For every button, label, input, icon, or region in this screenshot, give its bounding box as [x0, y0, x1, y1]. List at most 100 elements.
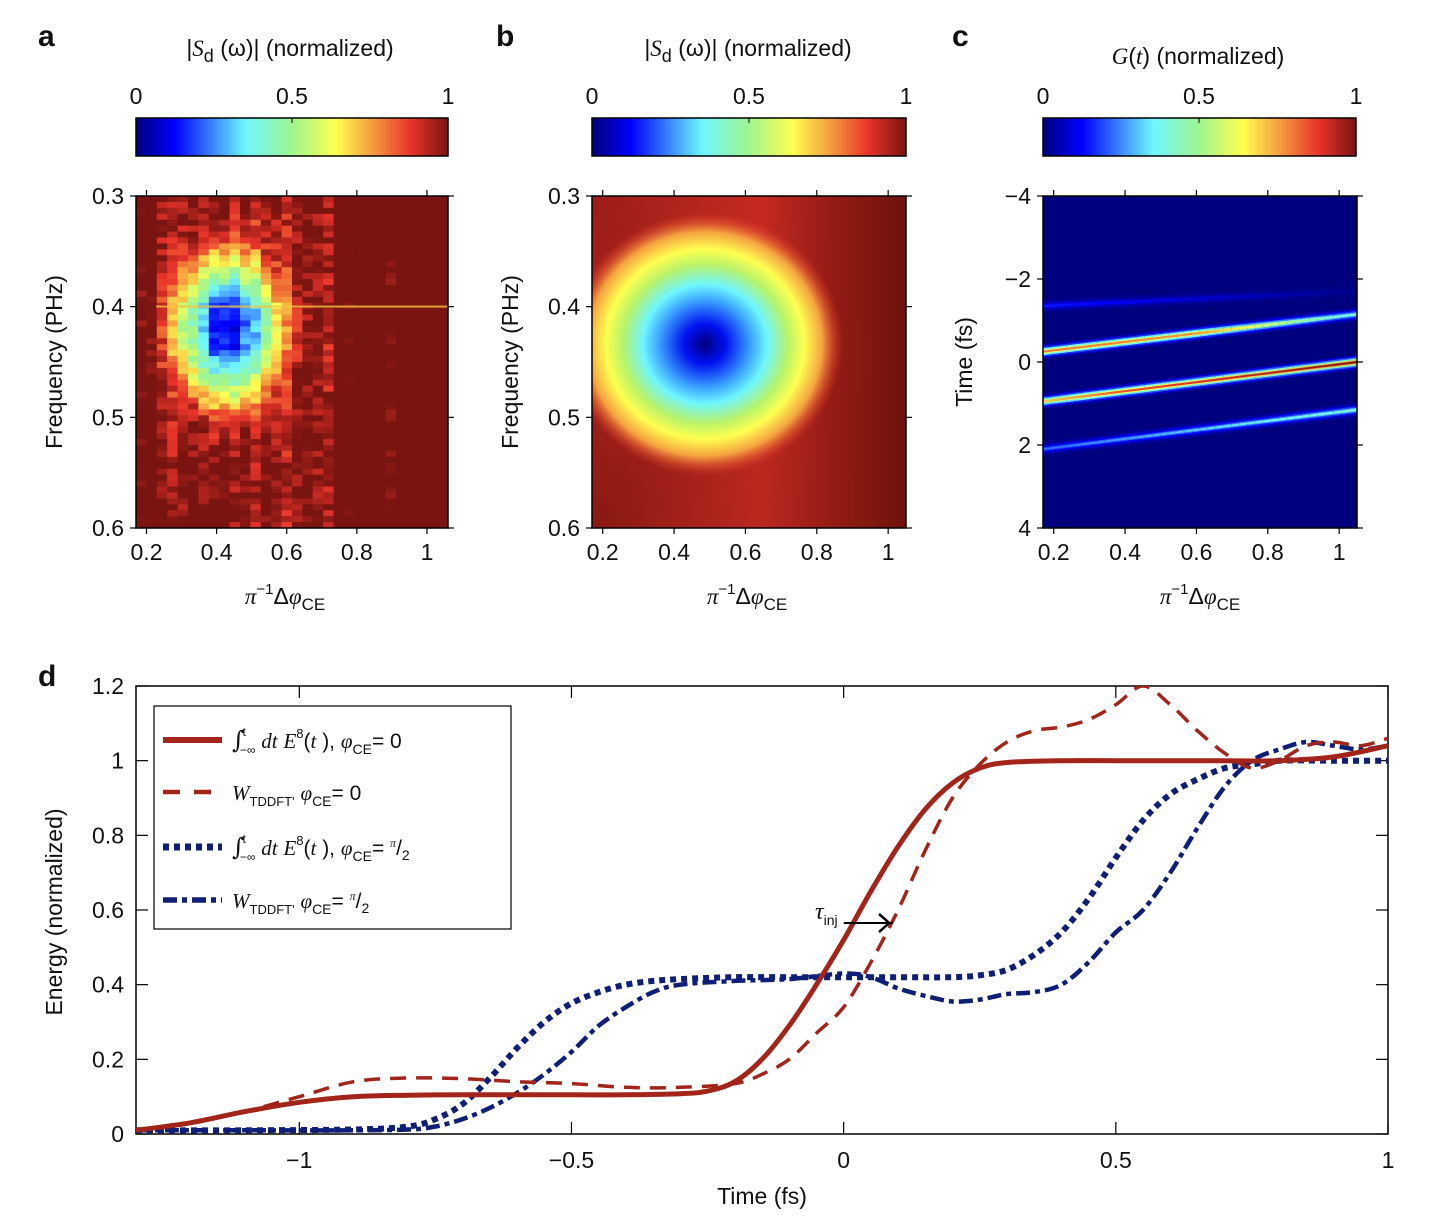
heatmap-cell [396, 356, 407, 363]
heatmap-band-segment [1246, 373, 1256, 377]
heatmap-cell [156, 397, 168, 405]
heatmap-cell [146, 213, 158, 221]
heatmap-cell [208, 255, 220, 262]
heatmap-cell [177, 284, 189, 292]
heatmap-cell [229, 367, 241, 375]
heatmap-cell [260, 267, 272, 274]
heatmap-cell [240, 433, 251, 440]
heatmap-cell [333, 356, 345, 363]
y-tick-label-b-3: 0.6 [548, 515, 580, 541]
heatmap-cell [208, 403, 220, 411]
heatmap-cell [437, 462, 448, 470]
heatmap-cell [240, 379, 251, 387]
heatmap-cell [437, 415, 448, 422]
heatmap-cell [375, 308, 387, 316]
heatmap-cell [229, 391, 241, 399]
heatmap-cell [354, 290, 366, 298]
heatmap-cell [240, 456, 251, 464]
heatmap-cell [198, 201, 210, 209]
heatmap-cell [177, 474, 189, 482]
heatmap-band-segment [1176, 333, 1185, 337]
heatmap-cell [354, 326, 366, 333]
heatmap-cell [302, 462, 314, 470]
x-tick-label-d-4: 1 [1382, 1147, 1395, 1173]
heatmap-cell [250, 249, 262, 256]
heatmap-cell [292, 516, 303, 523]
x-tick-label-c-0: 0.2 [1038, 539, 1070, 565]
heatmap-cell [271, 243, 283, 250]
heatmap-cell [136, 338, 147, 345]
x-axis-title-d: Time (fs) [717, 1183, 807, 1209]
heatmap-band-segment [1113, 390, 1123, 394]
heatmap-cell [364, 415, 376, 422]
heatmap-band-segment [1239, 326, 1248, 330]
x-tick-label-b-1: 0.4 [658, 539, 690, 565]
heatmap-cell [416, 261, 428, 268]
heatmap-cell [406, 397, 418, 405]
heatmap-cell [344, 207, 355, 215]
heatmap-cell [156, 267, 168, 274]
heatmap-cell [375, 421, 387, 428]
heatmap-cell [416, 308, 428, 316]
heatmap-cell [198, 249, 210, 256]
heatmap-cell [333, 373, 345, 381]
heatmap-cell [302, 516, 314, 523]
heatmap-band-segment [1184, 429, 1193, 433]
heatmap-cell [250, 326, 262, 333]
heatmap-cell [229, 474, 241, 482]
heatmap-cell [240, 296, 251, 304]
heatmap-cell [437, 421, 448, 428]
heatmap-cell [437, 207, 448, 215]
heatmap-cell [364, 356, 376, 363]
heatmap-band-segment [1286, 320, 1295, 324]
heatmap-cell [156, 350, 168, 357]
heatmap-cell [188, 314, 199, 322]
heatmap-cell [250, 338, 262, 345]
x-tick-label-d-2: 0 [837, 1147, 850, 1173]
heatmap-cell [229, 314, 241, 322]
heatmap-cell [281, 362, 293, 369]
heatmap-cell [375, 273, 387, 280]
heatmap-cell [208, 332, 220, 339]
x-tick-label-b-2: 0.6 [729, 539, 761, 565]
heatmap-cell [260, 367, 272, 375]
heatmap-cell [364, 427, 376, 434]
heatmap-cell [260, 356, 272, 363]
heatmap-cell [344, 510, 355, 517]
heatmap-band-segment [1105, 439, 1115, 443]
heatmap-cell [198, 326, 210, 333]
heatmap-cell [312, 225, 324, 233]
heatmap-band-segment [1317, 412, 1327, 416]
heatmap-band-segment [1066, 396, 1076, 400]
heatmap-cell [146, 433, 158, 440]
x-tick-label-c-4: 1 [1333, 539, 1346, 565]
heatmap-cell [229, 267, 241, 274]
heatmap-cell [396, 326, 407, 333]
heatmap-cell [156, 249, 168, 256]
heatmap-cell [281, 415, 293, 422]
heatmap-cell [240, 284, 251, 292]
heatmap-cell [333, 468, 345, 476]
heatmap-cell [260, 219, 272, 227]
heatmap-cell [229, 356, 241, 363]
heatmap-cell [208, 290, 220, 298]
legend-label-1: WTDDFT' φCE= 0 [232, 781, 361, 809]
heatmap-cell [208, 326, 220, 333]
heatmap-cell [354, 225, 366, 233]
heatmap-cell [323, 427, 335, 434]
heatmap-band-segment [1121, 340, 1130, 344]
heatmap-cell [271, 373, 283, 381]
heatmap-cell [406, 433, 418, 440]
heatmap-cell [416, 385, 428, 393]
heatmap-cell [354, 391, 366, 399]
heatmap-cell [302, 261, 314, 268]
heatmap-cell [136, 302, 147, 310]
heatmap-cell [385, 367, 397, 375]
heatmap-cell [208, 196, 220, 203]
heatmap-band-segment [1113, 341, 1123, 345]
heatmap-cell [375, 362, 387, 369]
heatmap-cell [302, 213, 314, 221]
heatmap-cell [437, 225, 448, 233]
heatmap-cell [406, 522, 418, 528]
heatmap-cell [240, 468, 251, 476]
